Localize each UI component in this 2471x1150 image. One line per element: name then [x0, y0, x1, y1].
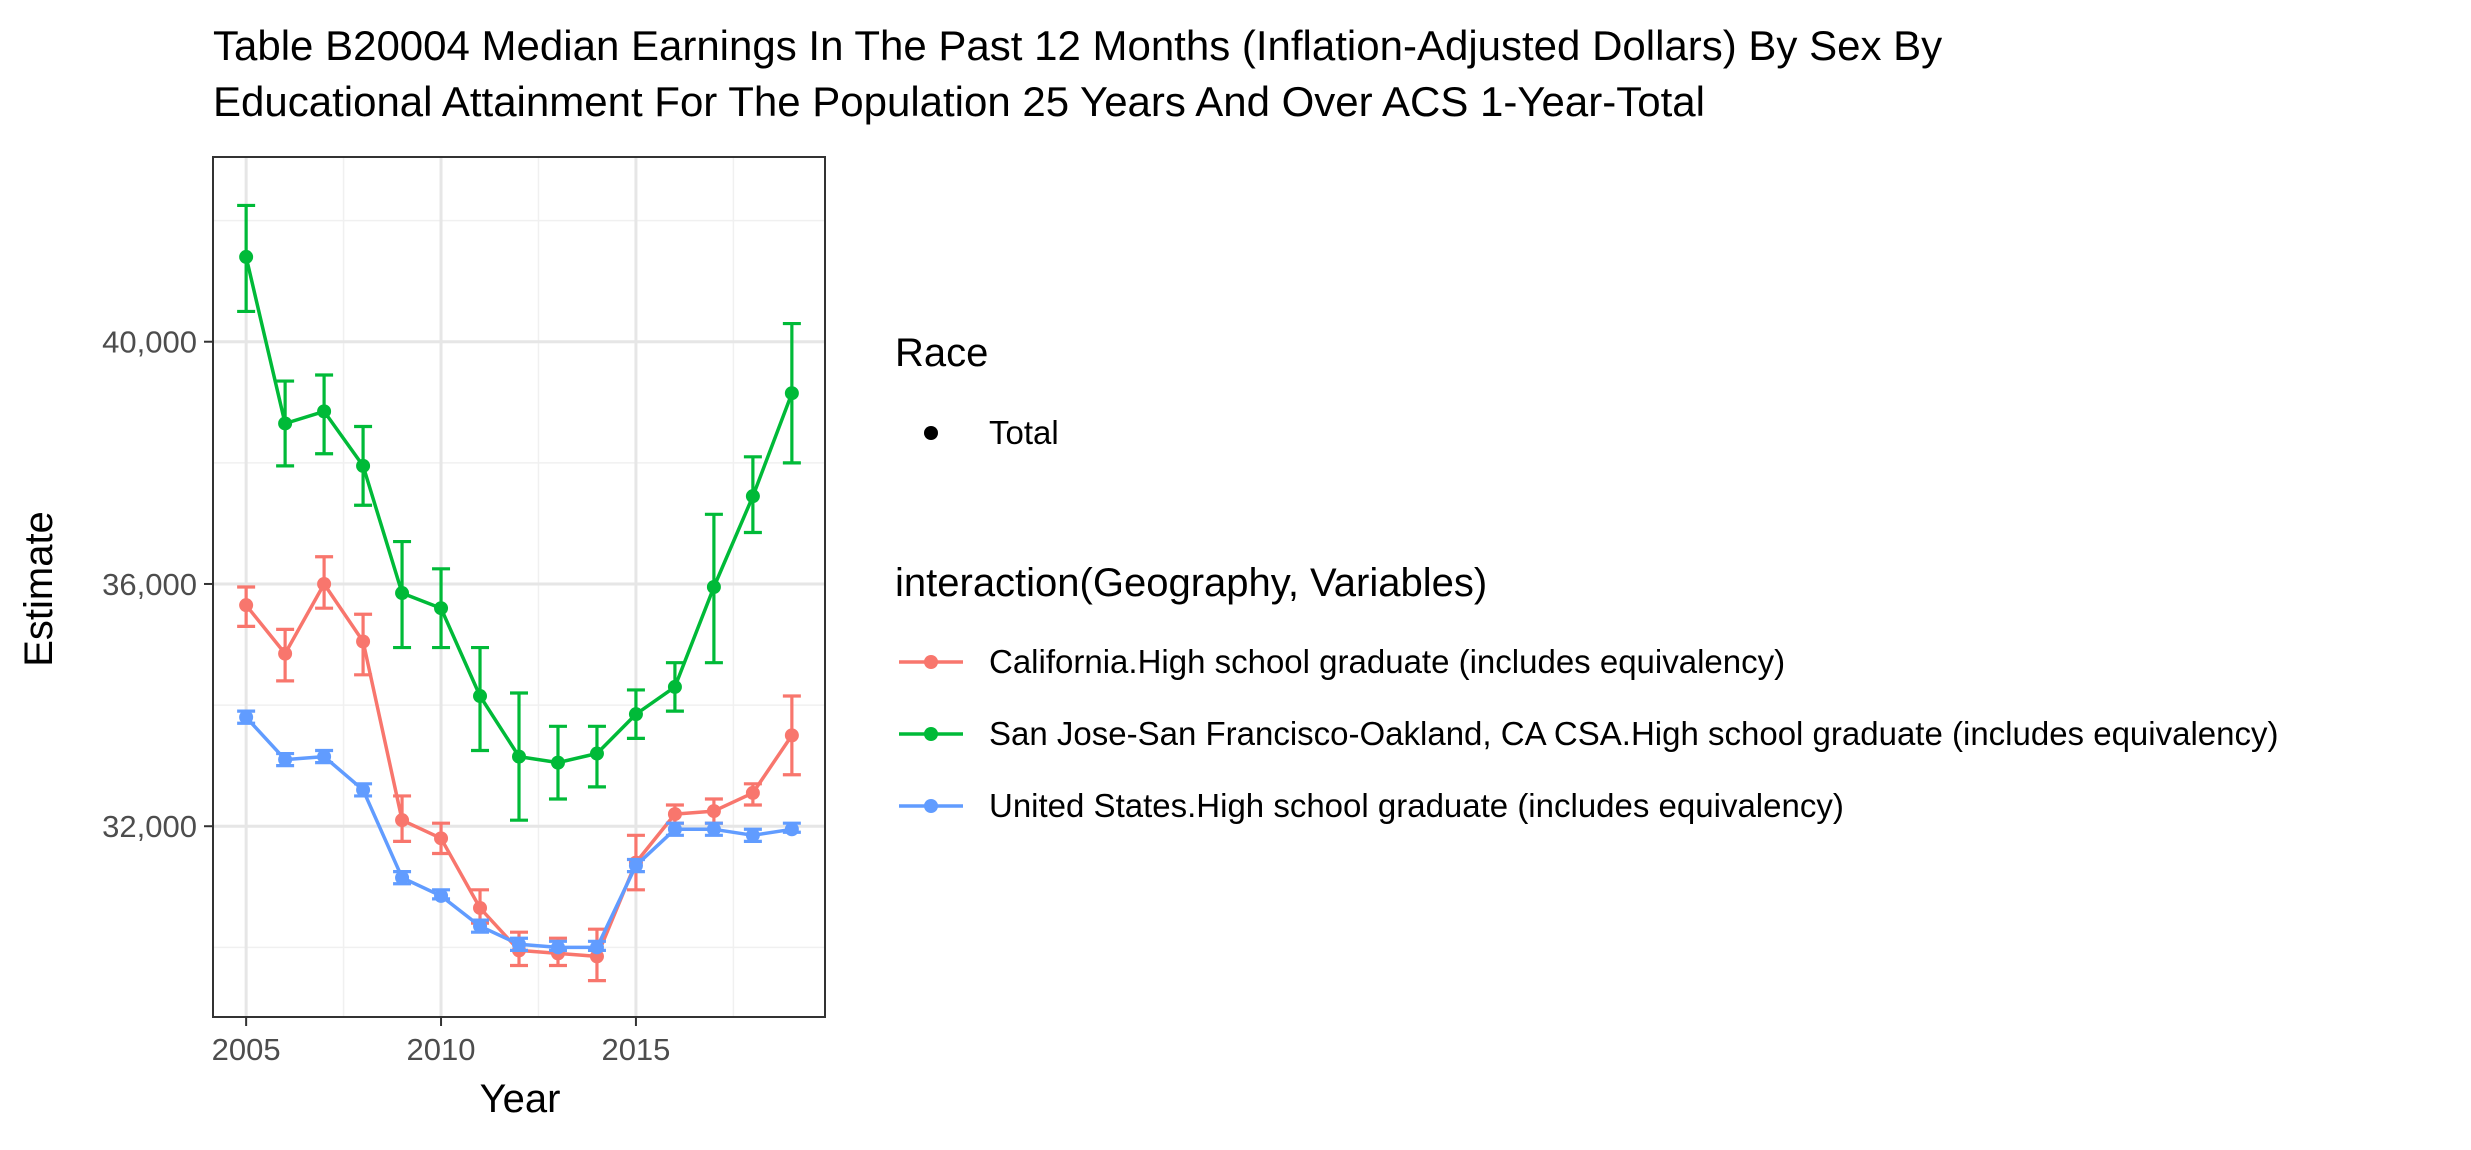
legend-color-label: United States.High school graduate (incl…: [989, 787, 1844, 824]
data-point: [239, 598, 254, 613]
data-point: [473, 900, 488, 915]
legend-shape-label: Total: [989, 414, 1059, 451]
legend-color-key-point: [924, 799, 938, 813]
data-point: [706, 804, 721, 819]
panel-border-rect: [212, 156, 826, 1018]
data-point: [784, 386, 799, 401]
data-point: [628, 858, 643, 873]
data-point: [784, 728, 799, 743]
data-point: [317, 576, 332, 591]
data-point: [395, 586, 410, 601]
chart-title-line-2: Educational Attainment For The Populatio…: [213, 78, 1705, 125]
series-group: [237, 709, 801, 955]
data-point: [745, 828, 760, 843]
y-tick-label: 40,000: [102, 325, 197, 360]
data-point: [434, 601, 449, 616]
x-axis-title: Year: [480, 1077, 561, 1121]
chart-title: Table B20004 Median Earnings In The Past…: [213, 22, 1942, 125]
data-point: [434, 888, 449, 903]
x-tick-label: 2010: [407, 1032, 476, 1067]
data-point: [473, 919, 488, 934]
data-point: [317, 404, 332, 419]
legend-color-label: San Jose-San Francisco-Oakland, CA CSA.H…: [989, 715, 2279, 752]
data-point: [706, 822, 721, 837]
data-point: [667, 822, 682, 837]
data-point: [317, 749, 332, 764]
x-tick-label: 2015: [601, 1032, 670, 1067]
legend-shape-title: Race: [895, 331, 988, 375]
data-point: [395, 813, 410, 828]
data-point: [278, 646, 293, 661]
data-point: [784, 822, 799, 837]
data-point: [356, 782, 371, 797]
series-layer: [237, 203, 801, 983]
data-point: [473, 689, 488, 704]
series-group: [237, 203, 801, 822]
data-point: [356, 458, 371, 473]
data-point: [550, 940, 565, 955]
data-point: [278, 752, 293, 767]
data-point: [356, 634, 371, 649]
axes: 32,000 36,000 40,000 2005 2010 2015: [102, 325, 670, 1067]
legend-color-key-point: [924, 727, 938, 741]
data-point: [628, 707, 643, 722]
data-point: [745, 489, 760, 504]
legend-color-title: interaction(Geography, Variables): [895, 561, 1487, 605]
data-point: [395, 870, 410, 885]
data-point: [512, 937, 526, 952]
data-point: [239, 710, 254, 725]
panel-background: [213, 157, 825, 1017]
legend-color-key-point: [924, 655, 938, 669]
data-point: [239, 249, 254, 264]
chart-title-line-1: Table B20004 Median Earnings In The Past…: [213, 22, 1942, 69]
data-point: [589, 746, 604, 761]
y-axis-title: Estimate: [17, 511, 61, 667]
y-tick-label: 32,000: [102, 809, 197, 844]
data-point: [745, 785, 760, 800]
data-point: [512, 749, 526, 764]
data-point: [278, 416, 293, 431]
x-tick-label: 2005: [212, 1032, 281, 1067]
data-point: [667, 679, 682, 694]
plot-panel: [213, 157, 825, 1017]
legend: Race interaction(Geography, Variables) T…: [895, 331, 2279, 824]
data-point: [589, 940, 604, 955]
legend-color-label: California.High school graduate (include…: [989, 643, 1785, 680]
data-point: [434, 831, 449, 846]
y-tick-label: 36,000: [102, 567, 197, 602]
data-point: [706, 580, 721, 594]
plot-border: [212, 156, 826, 1018]
data-point: [667, 807, 682, 822]
legend-shape-key: [924, 426, 938, 440]
data-point: [550, 755, 565, 770]
